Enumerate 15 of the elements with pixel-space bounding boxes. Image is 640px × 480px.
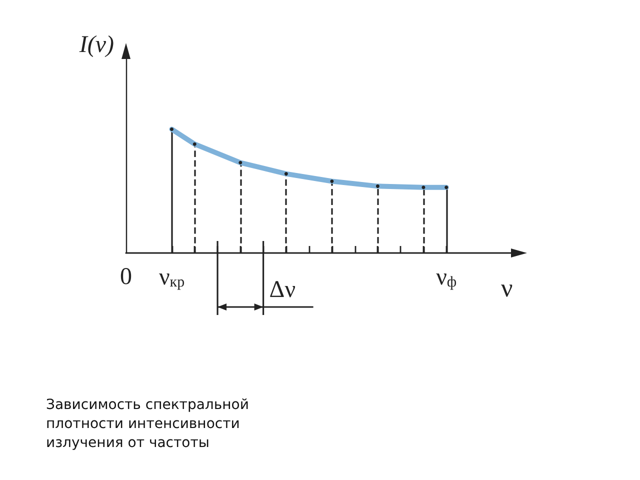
x-tick-label: νкр bbox=[158, 264, 185, 290]
point bbox=[238, 160, 242, 164]
text: Зависимость спектральной плотности интенсивности излучения от частоты bbox=[46, 396, 250, 453]
point bbox=[376, 184, 380, 188]
point bbox=[330, 179, 334, 183]
point bbox=[170, 128, 174, 131]
point bbox=[422, 186, 426, 190]
x-axis-title: ν bbox=[501, 274, 513, 302]
point bbox=[284, 172, 288, 176]
y-axis-title: I(ν) bbox=[78, 32, 114, 58]
x-tick-label: 0 bbox=[120, 264, 132, 290]
text: Δν bbox=[269, 277, 296, 304]
point bbox=[444, 186, 448, 190]
x-tick-label: νф bbox=[436, 264, 457, 290]
point bbox=[192, 142, 196, 146]
